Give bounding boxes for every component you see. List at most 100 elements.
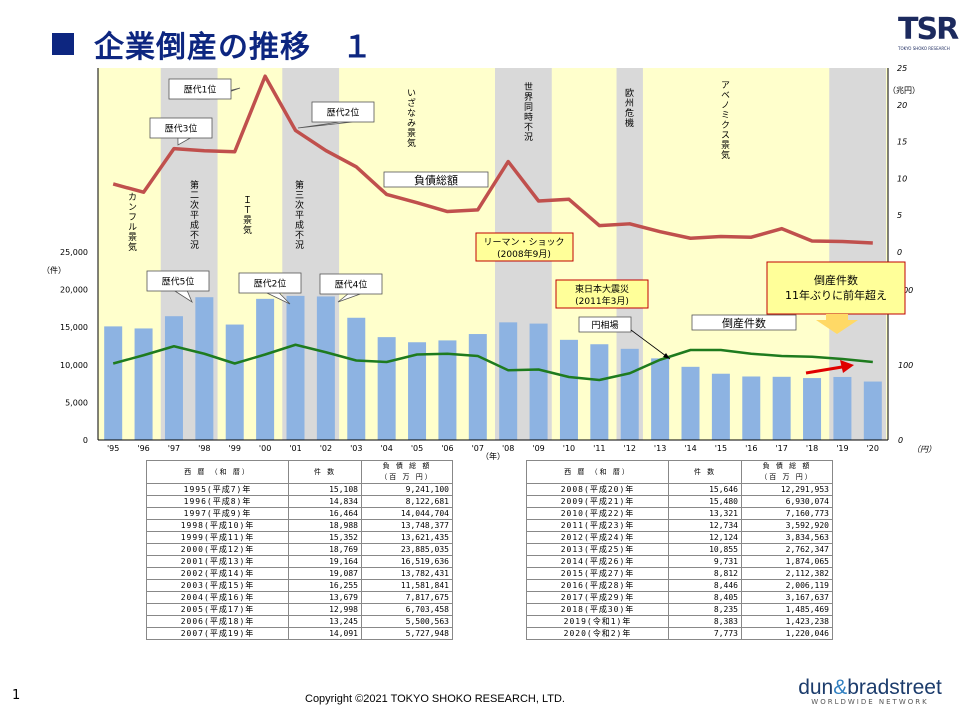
x-tick-label: '05: [411, 444, 423, 453]
yen-label-box: [578, 316, 632, 333]
debt-cell: 12,291,953: [741, 483, 833, 496]
x-tick-label: '09: [532, 444, 544, 453]
year-cell: 2006(平成18)年: [146, 615, 289, 628]
bar-'03: [347, 317, 366, 440]
year-cell: 2001(平成13)年: [146, 555, 289, 568]
page-title-text: 企業倒産の推移 １: [94, 30, 373, 65]
bar-'18: [803, 378, 822, 440]
bar-'97: [164, 316, 183, 440]
table-header-year: 西 暦 （和 暦）: [146, 460, 289, 484]
bar-'07: [468, 334, 487, 440]
bar-'98: [195, 297, 214, 440]
debt-cell: 23,885,035: [361, 543, 453, 556]
x-tick-label: '98: [198, 444, 210, 453]
bar-'02: [316, 296, 335, 440]
x-axis-unit: （年）: [481, 451, 505, 461]
x-tick-label: '01: [289, 444, 301, 453]
table-header-year: 西 暦 （和 暦）: [526, 460, 669, 484]
year-cell: 2000(平成12)年: [146, 543, 289, 556]
bar-'95: [104, 326, 123, 440]
era-label: 第二次平成不況: [188, 179, 199, 250]
rank-callout-box: [168, 78, 232, 100]
count-cell: 10,855: [668, 543, 742, 556]
x-tick-label: '11: [593, 444, 605, 453]
dnb-tagline: WORLDWIDE NETWORK: [811, 698, 929, 706]
bar-'12: [620, 348, 639, 440]
rank-callout-text: 歴代4位: [335, 279, 368, 291]
year-cell: 2004(平成16)年: [146, 591, 289, 604]
right-bottom-tick-label: 200: [898, 286, 913, 295]
debt-cell: 1,220,046: [741, 627, 833, 640]
year-cell: 2018(平成30)年: [526, 603, 669, 616]
debt-cell: 13,782,431: [361, 567, 453, 580]
rank-callout-box: [149, 117, 213, 139]
debt-cell: 13,748,377: [361, 519, 453, 532]
count-cell: 19,164: [288, 555, 362, 568]
debt-total-line: [112, 74, 873, 245]
count-cell: 12,124: [668, 531, 742, 544]
count-cell: 9,731: [668, 555, 742, 568]
left-tick-label: 20,000: [60, 286, 88, 295]
left-tick-label: 25,000: [60, 248, 88, 257]
lehman-text: リーマン・ショック: [483, 237, 564, 248]
debt-cell: 14,044,704: [361, 507, 453, 520]
count-cell: 8,383: [668, 615, 742, 628]
rank-callout-box: [311, 101, 375, 123]
table-row: 2014(平成26)年 9,731 1,874,065: [526, 555, 833, 568]
rank-callout-box: [238, 272, 302, 294]
yen-line: [112, 343, 873, 382]
bar-'11: [590, 344, 609, 440]
right-top-tick-label: 20: [897, 101, 907, 110]
red-arrow-head-icon: [840, 360, 854, 373]
era-label: 欧州危機: [623, 87, 634, 128]
earthquake-box: [555, 279, 649, 309]
table-header-unit: （百 万 円）: [361, 472, 453, 484]
table-row: 2004(平成16)年 13,679 7,817,675: [146, 591, 453, 604]
bar-'15: [711, 373, 730, 440]
left-axis-unit: （件）: [42, 265, 66, 275]
table-row: 2007(平成19)年 14,091 5,727,948: [146, 627, 453, 640]
year-cell: 2003(平成15)年: [146, 579, 289, 592]
table-row: 2000(平成12)年 18,769 23,885,035: [146, 543, 453, 556]
year-cell: 2012(平成24)年: [526, 531, 669, 544]
table-row: 2016(平成28)年 8,446 2,006,119: [526, 579, 833, 592]
debt-cell: 9,241,100: [361, 483, 453, 496]
era-label: 世界同時不況: [522, 81, 533, 142]
table-row: 2008(平成20)年 15,646 12,291,953: [526, 483, 833, 496]
right-bottom-tick-label: 0: [898, 436, 903, 445]
rank-callout-box: [319, 273, 383, 295]
era-label: アベノミクス景気: [719, 80, 730, 160]
debt-cell: 2,006,119: [741, 579, 833, 592]
page-number: 1: [12, 688, 21, 703]
table-header-debt: 負 債 総 額: [361, 460, 453, 472]
table-row: 2006(平成18)年 13,245 5,500,563: [146, 615, 453, 628]
table-row: 2019(令和1)年 8,383 1,423,238: [526, 615, 833, 628]
x-tick-label: '99: [229, 444, 241, 453]
table-row: 2020(令和2)年 7,773 1,220,046: [526, 627, 833, 640]
count-cell: 8,405: [668, 591, 742, 604]
debt-cell: 11,581,841: [361, 579, 453, 592]
page-title: 企業倒産の推移 １: [52, 22, 373, 66]
count-cell: 8,235: [668, 603, 742, 616]
earthquake-date: (2011年3月): [575, 295, 629, 307]
bar-'96: [134, 328, 153, 440]
copyright: Copyright ©2021 TOKYO SHOKO RESEARCH, LT…: [305, 693, 565, 705]
count-cell: 18,988: [288, 519, 362, 532]
year-cell: 2013(平成25)年: [526, 543, 669, 556]
table-header-row: 西 暦 （和 暦） 件 数 負 債 総 額: [526, 460, 833, 484]
bar-'06: [438, 340, 457, 440]
table-row: 2013(平成25)年 10,855 2,762,347: [526, 543, 833, 556]
left-tick-label: 10,000: [60, 361, 88, 370]
right-top-tick-label: 25: [897, 64, 907, 73]
left-tick-label: 15,000: [60, 323, 88, 332]
rank-callout-box: [146, 270, 210, 292]
x-tick-label: '17: [775, 444, 787, 453]
bankruptcy-chart: '95 '96 '97 '98 '99 '00 '01 '02 '03 '04 '05 '06 '07 '…: [42, 64, 936, 461]
year-cell: 2005(平成17)年: [146, 603, 289, 616]
rank-callout-text: 歴代5位: [162, 276, 195, 288]
debt-cell: 1,874,065: [741, 555, 833, 568]
table-row: 1999(平成11)年 15,352 13,621,435: [146, 531, 453, 544]
debt-cell: 16,519,636: [361, 555, 453, 568]
table-row: 2012(平成24)年 12,124 3,834,563: [526, 531, 833, 544]
year-cell: 2002(平成14)年: [146, 567, 289, 580]
